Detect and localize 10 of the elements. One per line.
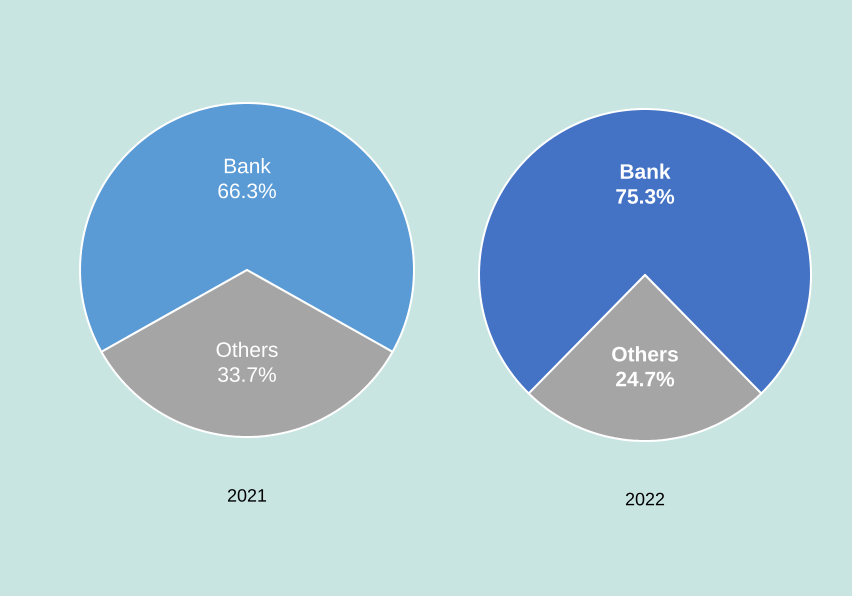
data-label: 75.3% — [616, 189, 674, 204]
data-label: 33.7% — [218, 367, 276, 382]
text: 2022 — [626, 492, 664, 506]
text: 2021 — [228, 489, 266, 502]
slice-label: Bank — [224, 158, 271, 174]
data-label: 66.3% — [218, 183, 276, 198]
slice-label: Bank — [620, 164, 671, 179]
data-label: 24.7% — [616, 372, 674, 386]
slice-label: Others — [612, 346, 678, 362]
slice-label: Others — [216, 342, 278, 358]
